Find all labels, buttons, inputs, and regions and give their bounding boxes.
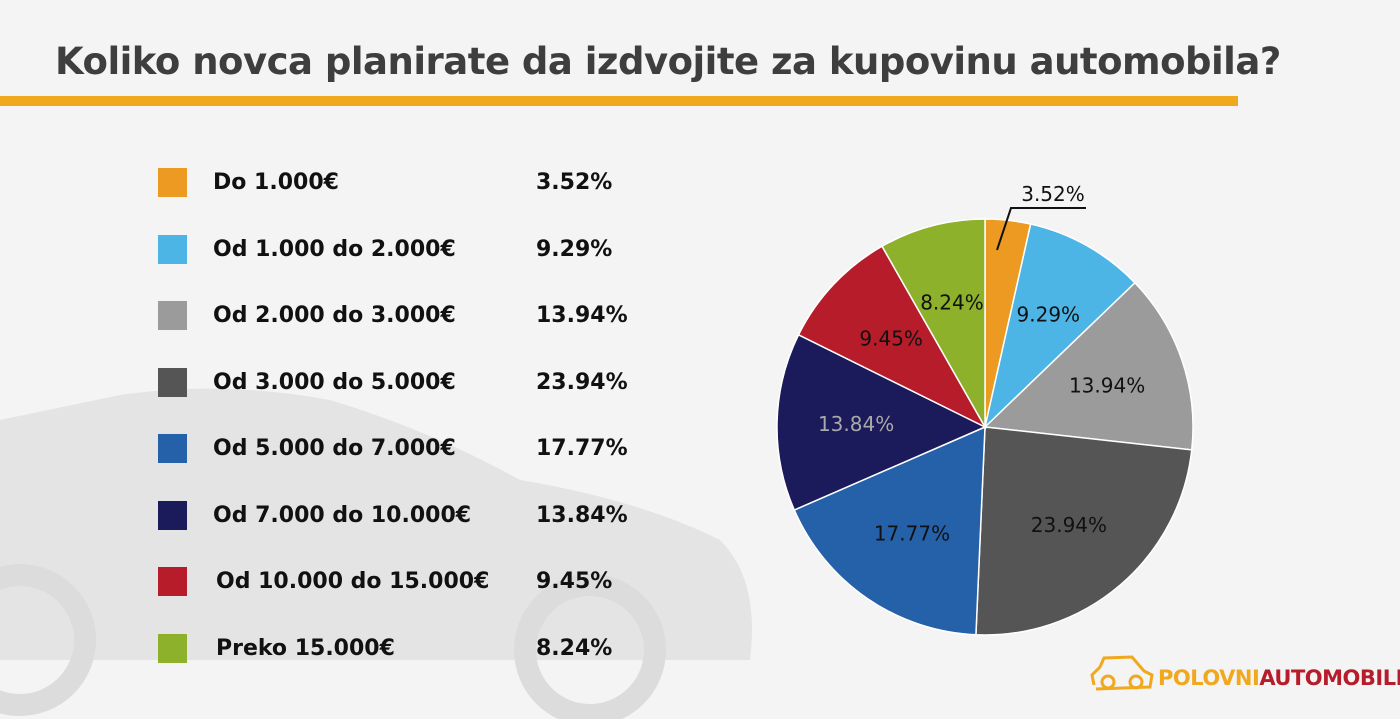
legend-value: 9.45% — [536, 569, 613, 594]
legend-swatch — [158, 168, 187, 197]
legend-item-od-5-000-do-7-000: Od 5.000 do 7.000€ 17.77% — [158, 431, 658, 465]
legend-label: Od 10.000 do 15.000€ — [216, 569, 490, 594]
pie-slice-od-10-000-do-15-000 — [797, 245, 987, 429]
legend-swatch — [158, 301, 187, 330]
legend-item-od-7-000-do-10-000: Od 7.000 do 10.000€ 13.84% — [158, 498, 658, 532]
legend-swatch — [158, 633, 187, 663]
legend-label: Od 2.000 do 3.000€ — [213, 303, 456, 328]
title-underline — [0, 96, 1238, 106]
pie-slice-od-7-000-do-10-000 — [776, 333, 987, 511]
pie-data-label: 13.84% — [818, 412, 894, 436]
legend-value: 13.94% — [536, 303, 628, 328]
legend-label: Od 5.000 do 7.000€ — [213, 436, 456, 461]
pie-slice-od-2-000-do-3-000 — [983, 281, 1194, 451]
pie-slice-od-5-000-do-7-000 — [793, 425, 986, 636]
legend-value: 23.94% — [536, 369, 628, 395]
legend-label: Od 7.000 do 10.000€ — [213, 502, 472, 528]
pie-data-label: 13.94% — [1069, 373, 1145, 397]
page-title: Koliko novca planirate da izdvojite za k… — [55, 40, 1281, 83]
legend-item-preko-15-000: Preko 15.000€ 8.24% — [158, 631, 658, 665]
pie-data-label: 17.77% — [874, 521, 950, 545]
legend-swatch — [158, 434, 187, 463]
legend-item-od-2-000-do-3-000: Od 2.000 do 3.000€ 13.94% — [158, 298, 658, 332]
legend-value: 17.77% — [536, 436, 628, 461]
pie-slice-preko-15-000 — [881, 218, 986, 430]
legend-item-od-3-000-do-5-000: Od 3.000 do 5.000€ 23.94% — [158, 365, 658, 399]
legend-item-od-1-000-do-2-000: Od 1.000 do 2.000€ 9.29% — [158, 232, 658, 266]
legend-value: 8.24% — [536, 635, 613, 661]
pie-data-label: 3.52% — [1021, 182, 1085, 206]
legend-swatch — [158, 567, 187, 596]
logo-text: POLOVNIAUTOMOBILI — [1158, 666, 1400, 690]
pie-data-label: 23.94% — [1031, 513, 1107, 537]
legend-value: 3.52% — [536, 170, 613, 195]
legend-label: Do 1.000€ — [213, 170, 339, 195]
legend-item-od-10-000-do-15-000: Od 10.000 do 15.000€ 9.45% — [158, 564, 658, 598]
legend-swatch — [158, 500, 187, 530]
legend-value: 13.84% — [536, 502, 628, 528]
pie-data-label: 8.24% — [920, 290, 984, 314]
pie-data-label: 9.29% — [1017, 303, 1081, 327]
leader-line — [996, 207, 1086, 251]
legend-item-do-1-000: Do 1.000€ 3.52% — [158, 165, 658, 199]
legend-value: 9.29% — [536, 236, 613, 262]
legend-label: Od 3.000 do 5.000€ — [213, 369, 456, 395]
legend-label: Preko 15.000€ — [216, 635, 395, 661]
pie-slice-od-1-000-do-2-000 — [983, 223, 1136, 430]
pie-slice-od-3-000-do-5-000 — [975, 426, 1193, 636]
logo-car-icon — [1090, 655, 1154, 691]
legend-swatch — [158, 234, 187, 264]
pie-data-label: 9.45% — [859, 327, 923, 351]
legend-label: Od 1.000 do 2.000€ — [213, 236, 456, 262]
legend-swatch — [158, 367, 187, 397]
